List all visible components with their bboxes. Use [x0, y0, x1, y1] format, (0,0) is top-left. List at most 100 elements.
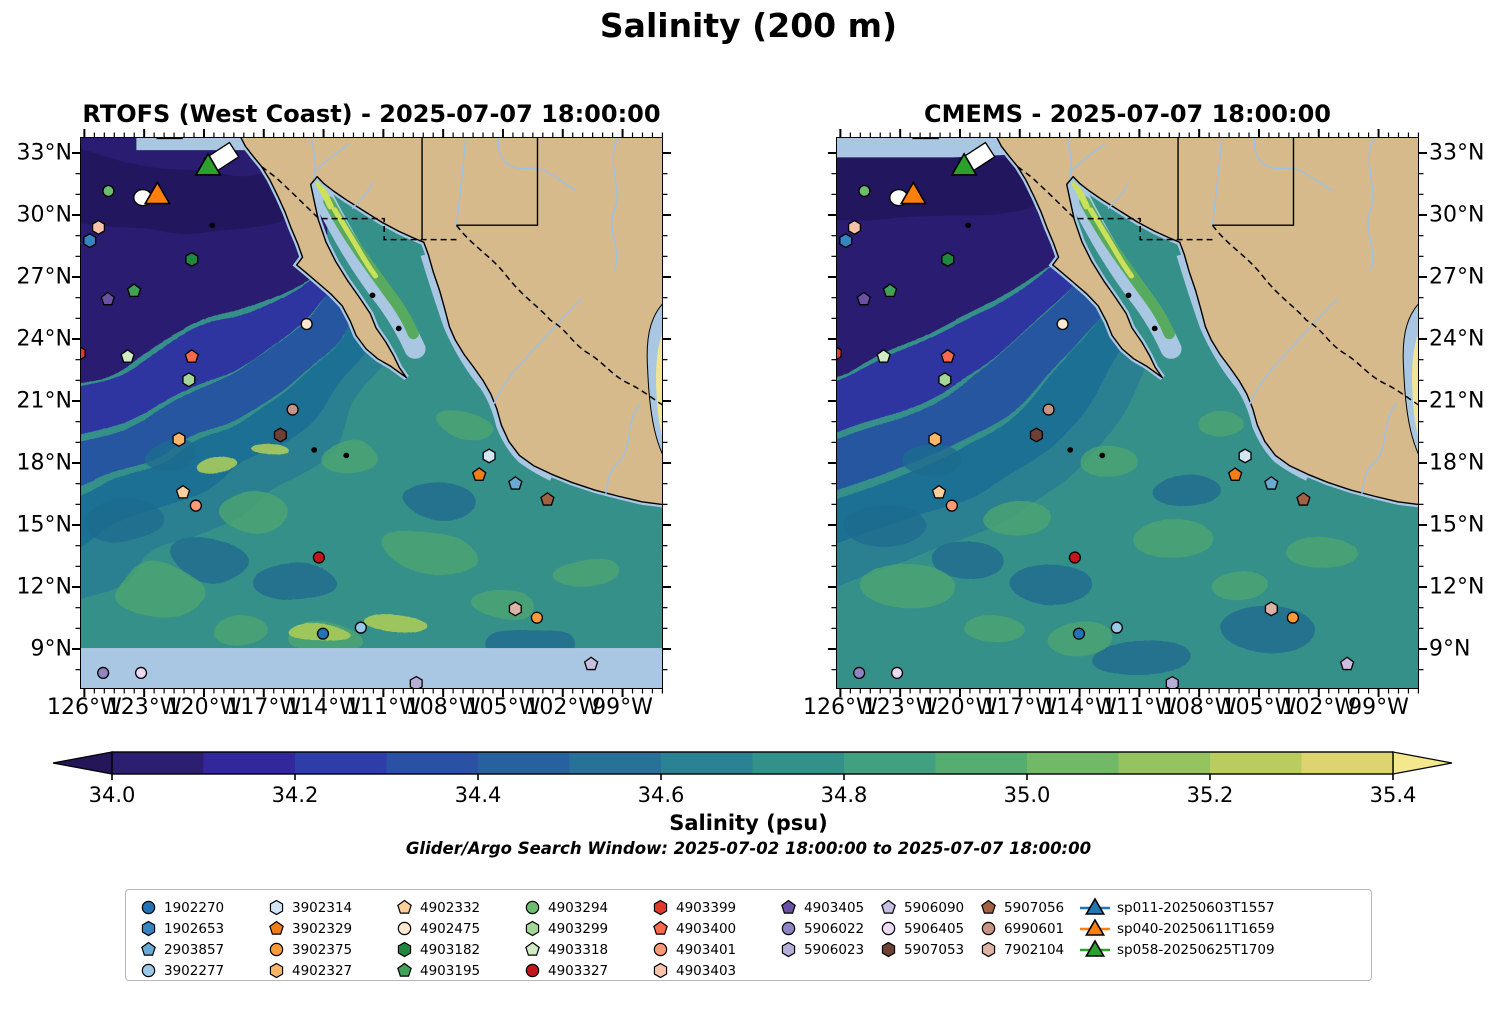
circle-marker-icon [525, 963, 540, 978]
marker-4903400 [940, 348, 956, 363]
map-panel-cmems [828, 129, 1427, 697]
lat-tick-label: 9°N [1429, 636, 1471, 662]
lon-tick-label: 111°W [345, 695, 421, 720]
marker-4903318 [876, 348, 891, 363]
legend-entry-3902277: 3902277 [140, 960, 268, 981]
marker-4903400 [184, 348, 200, 363]
marker-4903195 [126, 283, 142, 298]
legend-entry-sp040-20250611T1659: sp040-20250611T1659 [1080, 917, 1316, 939]
marker-5907056 [1296, 491, 1311, 506]
colorbar-tick-label: 34.0 [88, 783, 136, 807]
legend-column: 4903405 5906022 5906023 [780, 897, 880, 960]
marker-4903299 [182, 372, 196, 388]
legend-entry-3902314: 3902314 [268, 897, 396, 918]
legend-entry-4903195: 4903195 [396, 960, 524, 981]
lon-tick-label: 123°W [862, 695, 938, 720]
marker-3902329 [471, 467, 487, 481]
legend-entry-4902332: 4902332 [396, 897, 524, 918]
marker-5907056 [540, 491, 555, 506]
legend-label: 4903403 [676, 962, 737, 979]
hexagon-marker-icon [653, 962, 668, 979]
legend-entry-1902653: 1902653 [140, 918, 268, 939]
legend-label: 7902104 [1004, 941, 1065, 958]
legend-label: 4903399 [676, 899, 737, 916]
legend-label: 3902314 [292, 899, 353, 916]
colorbar-tick-label: 34.6 [637, 783, 685, 807]
float-markers-rtofs [81, 138, 599, 688]
lat-tick-label: 12°N [16, 574, 72, 600]
legend-entry-4903318: 4903318 [524, 939, 652, 960]
lat-tick-label: 24°N [1429, 326, 1485, 352]
legend-entry-4903299: 4903299 [524, 918, 652, 939]
pentagon-marker-icon [269, 920, 284, 935]
legend-entry-5906090: 5906090 [880, 897, 980, 918]
colorbar-tick-label: 35.4 [1369, 783, 1417, 807]
marker-4903401 [945, 499, 958, 512]
pentagon-marker-icon [141, 941, 156, 956]
search-window-subtitle: Glider/Argo Search Window: 2025-07-02 18… [405, 839, 1092, 858]
legend-entry-3902329: 3902329 [268, 918, 396, 939]
pentagon-marker-icon [881, 899, 896, 914]
lon-tick-label: 120°W [166, 695, 242, 720]
lat-tick-label: 15°N [16, 512, 72, 538]
map-panel-rtofs [72, 129, 671, 697]
hexagon-marker-icon [269, 899, 284, 916]
circle-marker-icon [141, 900, 156, 915]
float-markers-cmems [837, 138, 1355, 688]
colorbar-tick-label: 35.0 [1003, 783, 1051, 807]
circle-marker-icon [781, 921, 796, 936]
marker-4903195 [882, 283, 898, 298]
marker-1902653 [83, 233, 97, 249]
marker-5906023 [1165, 675, 1179, 688]
lat-tick-label: 9°N [30, 636, 72, 662]
lat-tick-label: 30°N [1429, 202, 1485, 228]
lat-tick-label: 27°N [16, 264, 72, 290]
hexagon-marker-icon [981, 941, 996, 958]
marker-5906090 [583, 656, 599, 671]
marker-sp058-20250625T1709 [194, 152, 222, 176]
legend-label: 4902327 [292, 962, 353, 979]
marker-4903182 [941, 251, 955, 267]
triangle-marker-icon [1080, 938, 1110, 957]
marker-4902332 [931, 484, 947, 499]
lon-tick-label: 108°W [1161, 695, 1237, 720]
marker-6990601 [286, 403, 299, 416]
legend-label: 3902375 [292, 941, 353, 958]
legend-entry-5906023: 5906023 [780, 939, 880, 960]
colorbar-tick-label: 34.4 [454, 783, 502, 807]
legend-column: sp011-20250603T1557 sp040-20250611T1659 sp… [1080, 896, 1316, 960]
marker-5906022 [97, 666, 110, 679]
marker-5906022 [853, 666, 866, 679]
circle-marker-icon [981, 921, 996, 936]
lat-tick-label: 21°N [1429, 388, 1485, 414]
marker-6990601 [1042, 403, 1055, 416]
marker-4903399 [837, 346, 842, 360]
marker-5906405 [890, 666, 904, 679]
marker-5906023 [409, 675, 423, 688]
marker-4902475 [1056, 317, 1069, 331]
legend-label: 4903299 [548, 920, 609, 937]
marker-1902270 [316, 627, 330, 640]
legend-label: 3902277 [164, 962, 225, 979]
marker-sp040-20250611T1659 [899, 180, 927, 205]
marker-5907053 [273, 427, 287, 443]
legend-label: 4903327 [548, 962, 609, 979]
legend-column: 4902332 4902475 4903182 4903195 [396, 897, 524, 981]
lat-tick-label: 30°N [16, 202, 72, 228]
legend-entry-4903327: 4903327 [524, 960, 652, 981]
lon-tick-label: 99°W [592, 695, 653, 720]
marker-4903294 [858, 184, 871, 198]
lon-tick-label: 126°W [802, 695, 878, 720]
legend-entry-2903857: 2903857 [140, 939, 268, 960]
legend-label: sp058-20250625T1709 [1117, 941, 1275, 958]
circle-marker-icon [397, 921, 412, 936]
legend-label: 4903405 [804, 899, 865, 916]
lat-tick-label: 21°N [16, 388, 72, 414]
legend-column: 5906090 5906405 5907053 [880, 897, 980, 960]
marker-1902653 [839, 233, 853, 249]
legend-label: 4902332 [420, 899, 481, 916]
lon-tick-label: 123°W [106, 695, 182, 720]
legend-entry-5907056: 5907056 [980, 897, 1080, 918]
lat-tick-label: 18°N [1429, 450, 1485, 476]
marker-3902375 [530, 611, 544, 624]
